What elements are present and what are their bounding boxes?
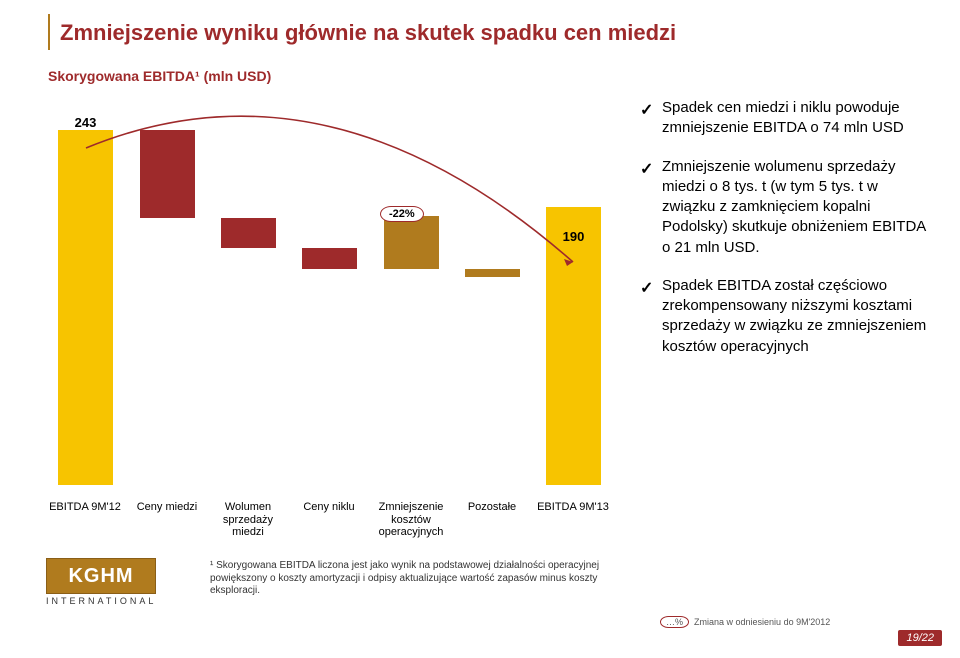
commentary-text: Zmniejszenie wolumenu sprzedaży miedzi o… — [662, 158, 925, 256]
footnote: ¹ Skorygowana EBITDA liczona jest jako w… — [210, 560, 640, 598]
legend-badge: …% — [660, 616, 689, 628]
legend-text: Zmiana w odniesieniu do 9M'2012 — [694, 617, 830, 627]
x-axis-label: EBITDA 9M'13 — [533, 501, 613, 514]
trend-arc — [48, 105, 618, 485]
x-axis-label: Ceny miedzi — [127, 501, 207, 514]
check-icon: ✓ — [640, 159, 653, 181]
page-number: 19/22 — [898, 630, 942, 646]
x-axis-label: Pozostałe — [452, 501, 532, 514]
commentary-text: Spadek EBITDA został częściowo zrekompen… — [662, 277, 926, 355]
commentary-item: ✓ Spadek cen miedzi i niklu powoduje zmni… — [640, 98, 930, 139]
page-title-block: Zmniejszenie wyniku głównie na skutek sp… — [60, 20, 676, 46]
waterfall-chart: 243190EBITDA 9M'12Ceny miedziWolumensprz… — [48, 95, 618, 535]
x-axis-label: Ceny niklu — [289, 501, 369, 514]
company-logo: KGHM INTERNATIONAL — [46, 558, 156, 606]
chart-subtitle: Skorygowana EBITDA¹ (mln USD) — [48, 68, 271, 84]
check-icon: ✓ — [640, 278, 653, 300]
chart-plot-area: 243190EBITDA 9M'12Ceny miedziWolumensprz… — [48, 105, 618, 485]
logo-subtext: INTERNATIONAL — [46, 596, 156, 606]
x-axis-label: EBITDA 9M'12 — [45, 501, 125, 514]
legend-note: …% Zmiana w odniesieniu do 9M'2012 — [660, 616, 830, 628]
commentary-list: ✓ Spadek cen miedzi i niklu powoduje zmni… — [640, 98, 930, 375]
x-axis-label: Wolumensprzedażymiedzi — [208, 501, 288, 539]
x-axis-label: Zmniejszeniekosztówoperacyjnych — [371, 501, 451, 539]
check-icon: ✓ — [640, 100, 653, 122]
commentary-item: ✓ Spadek EBITDA został częściowo zrekompe… — [640, 276, 930, 357]
title-accent-rule — [48, 14, 50, 50]
commentary-text: Spadek cen miedzi i niklu powoduje zmnie… — [662, 99, 904, 136]
commentary-item: ✓ Zmniejszenie wolumenu sprzedaży miedzi … — [640, 157, 930, 258]
logo-mark: KGHM — [46, 558, 156, 594]
delta-badge: -22% — [380, 206, 424, 222]
page-title: Zmniejszenie wyniku głównie na skutek sp… — [60, 20, 676, 46]
